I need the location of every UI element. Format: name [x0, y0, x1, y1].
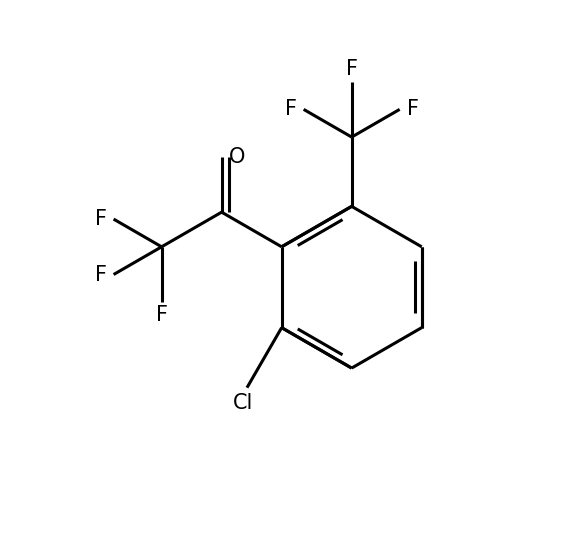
Text: F: F [155, 305, 168, 325]
Text: Cl: Cl [233, 393, 253, 413]
Text: F: F [284, 99, 297, 119]
Text: O: O [229, 147, 245, 167]
Text: F: F [346, 59, 357, 78]
Text: F: F [95, 209, 106, 229]
Text: F: F [95, 264, 106, 284]
Text: F: F [407, 99, 419, 119]
